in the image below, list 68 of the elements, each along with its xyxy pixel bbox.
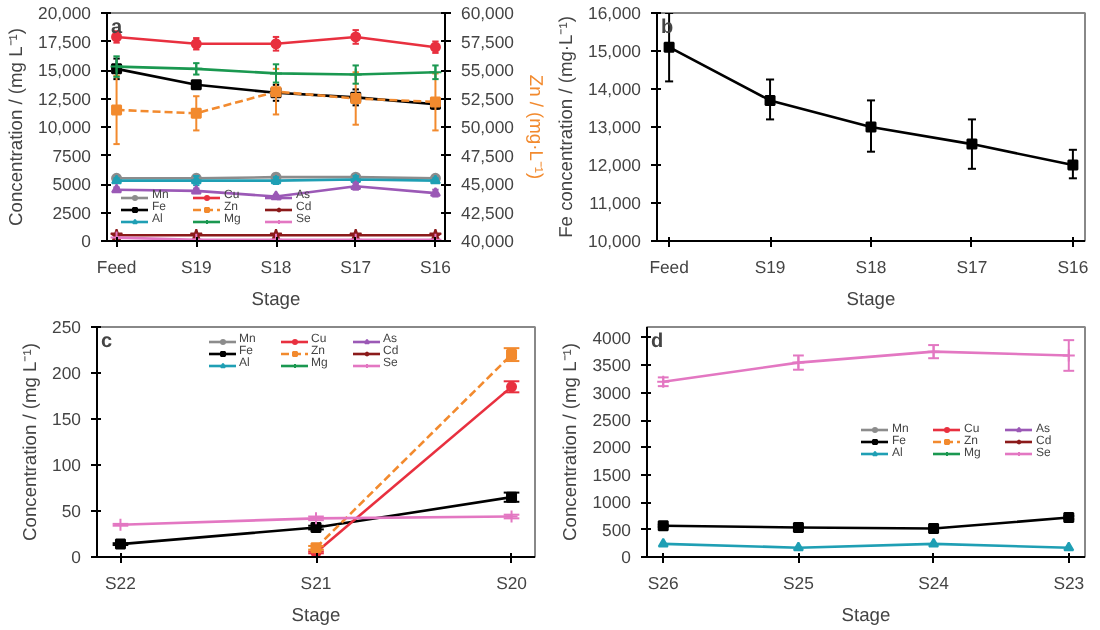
y2-tick-label: 40,000 (461, 231, 515, 251)
y-tick-label: 10,000 (38, 117, 92, 137)
y-tick-label: 3500 (592, 355, 632, 376)
x-tick-label: S16 (1057, 257, 1089, 277)
y-tick-label: 15,000 (38, 60, 92, 80)
x-tick-label: S26 (647, 573, 679, 593)
x-tick-label: S18 (855, 257, 887, 277)
x-tick-label: Feed (649, 257, 690, 277)
x-tick-label: S16 (420, 257, 452, 277)
y-tick-label: 11,000 (589, 193, 642, 213)
chart-title: d (651, 331, 664, 353)
x-tick-label: S19 (754, 257, 786, 277)
x-axis-title: Stage (841, 605, 891, 625)
x-tick-label: S23 (1053, 573, 1085, 593)
y-axis-title: Concentration / (mg L⁻¹) (20, 343, 41, 541)
x-tick-label: Feed (96, 257, 137, 277)
y-tick-label: 5000 (52, 174, 92, 194)
y-tick-label: 16,000 (588, 3, 642, 23)
x-tick-label: S19 (180, 257, 213, 277)
x-tick-label: S25 (783, 573, 815, 593)
y-tick-label: 50 (61, 501, 82, 521)
x-tick-label: S18 (260, 257, 292, 277)
x-axis-title: Stage (291, 605, 341, 625)
y2-tick-label: 42,500 (461, 202, 515, 223)
y-tick-label: 10,000 (588, 231, 642, 251)
y-axis-title: Concentration / (mg L⁻¹) (6, 28, 27, 226)
y-tick-label: 12,500 (38, 88, 92, 109)
y-tick-label: 12,000 (588, 155, 642, 175)
y2-tick-label: 52,500 (461, 88, 515, 109)
y-tick-label: 0 (81, 231, 92, 251)
x-tick-label: S17 (340, 257, 372, 277)
y-tick-label: 17,500 (38, 31, 92, 52)
y2-tick-label: 55,000 (461, 60, 515, 80)
chart-title: c (101, 331, 113, 353)
x-tick-label: S17 (956, 257, 988, 277)
y-tick-label: 3000 (592, 382, 632, 403)
y-tick-label: 4000 (592, 327, 632, 348)
y2-tick-label: 47,500 (461, 145, 515, 166)
y-tick-label: 2500 (52, 202, 92, 223)
y-tick-label: 2500 (592, 410, 632, 431)
y-axis-title: Concentration / (mg L⁻¹) (560, 343, 581, 541)
y-tick-label: 0 (621, 547, 632, 567)
x-tick-label: S22 (105, 573, 137, 593)
y-tick-label: 100 (52, 455, 82, 475)
x-axis-title: Stage (251, 289, 301, 309)
y-tick-label: 200 (52, 363, 82, 383)
x-tick-label: S21 (300, 573, 332, 593)
y-tick-label: 500 (602, 519, 632, 540)
y-tick-label: 15,000 (588, 41, 642, 61)
y-tick-label: 150 (52, 409, 82, 429)
y-tick-label: 20,000 (38, 3, 92, 23)
y-tick-label: 1000 (592, 492, 632, 513)
y-tick-label: 250 (52, 317, 82, 337)
x-axis-title: Stage (846, 289, 896, 309)
y-tick-label: 2000 (592, 437, 632, 458)
y-tick-label: 0 (71, 547, 82, 567)
y-axis-title: Fe concentration / (mg·L⁻¹) (556, 16, 577, 238)
y2-tick-label: 50,000 (461, 117, 515, 137)
y2-tick-label: 60,000 (461, 3, 515, 23)
y-tick-label: 1500 (592, 464, 632, 485)
y2-axis-title: Zn / (mg·L⁻¹) (525, 74, 546, 180)
y2-tick-label: 57,500 (461, 31, 515, 52)
x-tick-label: S24 (918, 573, 950, 593)
x-tick-label: S20 (496, 573, 528, 593)
y-tick-label: 13,000 (588, 117, 642, 137)
y-tick-label: 7500 (52, 145, 92, 166)
y-tick-label: 14,000 (588, 79, 642, 99)
y2-tick-label: 45,000 (461, 174, 515, 194)
